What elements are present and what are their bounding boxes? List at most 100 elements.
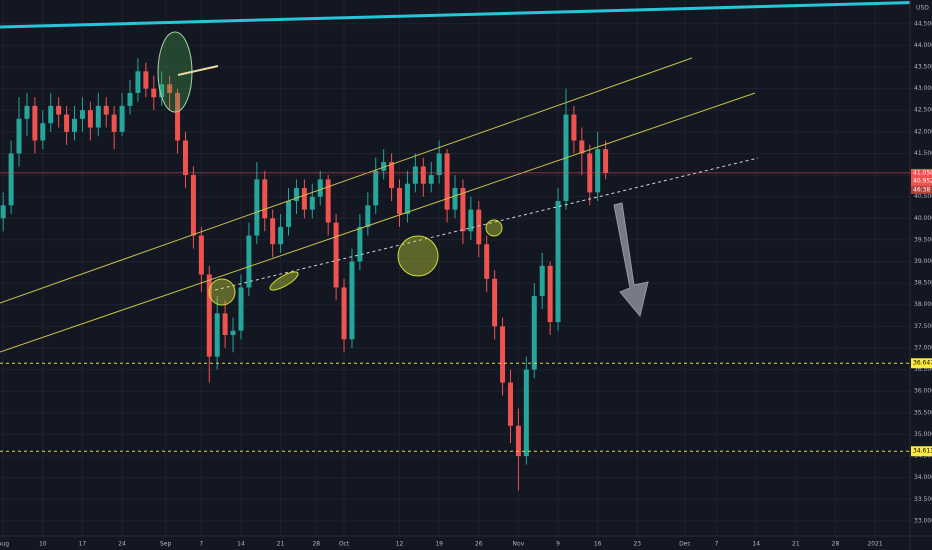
x-tick-label: 14: [237, 541, 245, 548]
x-tick-label: 12: [396, 541, 404, 548]
x-tick-label: 16: [594, 541, 602, 548]
y-tick-label: 35.000: [914, 431, 932, 438]
y-tick-label: 42.500: [914, 107, 932, 114]
candle-body: [603, 149, 609, 173]
candle-body: [460, 188, 466, 232]
candle-body: [262, 179, 268, 219]
candle-body: [119, 105, 125, 132]
candle-body: [95, 105, 101, 128]
x-tick-label: 14: [752, 541, 760, 548]
y-tick-label: 43.000: [914, 85, 932, 92]
currency: USD: [916, 5, 929, 12]
y-tick-label: 33.500: [914, 496, 932, 503]
time-axis: [0, 536, 932, 550]
candle-body: [571, 114, 577, 141]
candle-body: [341, 287, 347, 340]
x-tick-label: 7: [715, 541, 719, 548]
candle-body: [56, 105, 62, 115]
y-tick-label: 39.000: [914, 258, 932, 265]
candle-body: [270, 218, 276, 245]
channel-line: [0, 57, 693, 304]
y-tick-label: 35.500: [914, 409, 932, 416]
candle-body: [48, 105, 54, 124]
y-tick-label: 37.500: [914, 323, 932, 330]
level-tag: [911, 446, 932, 457]
x-tick-label: 23: [633, 541, 641, 548]
candle-body: [309, 196, 315, 210]
candle-body: [182, 140, 188, 176]
candle-body: [8, 153, 14, 206]
candle-body: [293, 188, 299, 201]
level-tag: [911, 358, 932, 369]
candle-body: [349, 261, 355, 340]
candles: [0, 58, 609, 491]
x-tick-label: 21: [277, 541, 285, 548]
y-tick-label: 36.000: [914, 388, 932, 395]
candle-body: [286, 201, 292, 227]
candle-body: [103, 105, 109, 115]
price-tag: [911, 168, 932, 188]
prev-price-label: 40.952: [913, 177, 932, 184]
candle-body: [135, 71, 141, 93]
x-tick-label: Dec: [679, 541, 691, 548]
y-tick-label: 40.000: [914, 215, 932, 222]
y-tick-label: 34.000: [914, 474, 932, 481]
x-tick-label: 28: [832, 541, 840, 548]
candle-body: [595, 149, 601, 193]
x-tick-label: 19: [435, 541, 443, 548]
x-tick-label: 28: [312, 541, 320, 548]
candle-body: [79, 110, 85, 119]
candle-body: [357, 226, 363, 262]
x-tick-label: Nov: [513, 541, 525, 548]
candle-body: [428, 175, 434, 184]
x-tick-label: 24: [118, 541, 126, 548]
candle-body: [175, 92, 181, 141]
candle-body: [198, 235, 204, 275]
candle-body: [436, 153, 442, 176]
grid: [0, 0, 910, 536]
x-tick-label: Sep: [160, 541, 172, 548]
candle-body: [278, 226, 284, 245]
candle-body: [579, 140, 585, 154]
candle-body: [412, 166, 418, 184]
y-tick-label: 44.000: [914, 42, 932, 49]
y-tick-label: 41.500: [914, 150, 932, 157]
candle-body: [127, 92, 133, 106]
candle-body: [484, 244, 490, 279]
x-tick-label: 10: [39, 541, 47, 548]
level-label: 36.647: [913, 360, 932, 367]
candle-body: [206, 274, 212, 357]
countdown-tag: [911, 185, 932, 194]
x-tick-label: 21: [792, 541, 800, 548]
candle-body: [515, 425, 521, 457]
y-tick-label: 39.500: [914, 236, 932, 243]
candle-body: [151, 88, 157, 98]
candle-body: [420, 166, 426, 184]
x-tick-label: 26: [475, 541, 483, 548]
x-tick-label: Oct: [339, 541, 350, 548]
candle-body: [452, 188, 458, 210]
arrow: [613, 202, 649, 318]
candle-body: [24, 105, 30, 119]
candle-body: [547, 265, 553, 323]
candle-body: [325, 179, 331, 223]
candle-body: [238, 287, 244, 331]
price-axis: [910, 0, 932, 550]
candle-body: [246, 235, 252, 288]
candle-body: [143, 71, 149, 89]
candle-body: [468, 209, 474, 232]
candle-body: [301, 188, 307, 210]
y-tick-label: 38.500: [914, 280, 932, 287]
candle-body: [254, 179, 260, 236]
last-price-label: 41.050: [913, 169, 932, 176]
y-tick-label: 37.000: [914, 344, 932, 351]
candle-body: [230, 330, 236, 335]
candle-body: [32, 105, 38, 141]
candle-body: [0, 205, 6, 219]
y-tick-label: 33.000: [914, 517, 932, 524]
candle-body: [333, 222, 339, 288]
y-tick-label: 44.500: [914, 20, 932, 27]
candle-body: [389, 162, 395, 189]
candle-body: [507, 382, 513, 426]
channel-line: [0, 92, 756, 353]
